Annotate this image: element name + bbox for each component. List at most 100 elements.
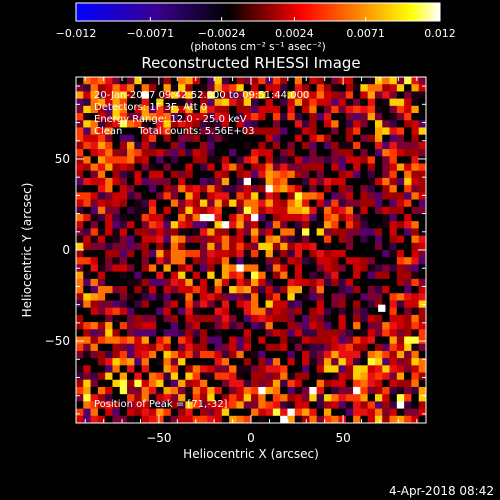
heatmap-cell	[309, 372, 318, 381]
heatmap-cell	[265, 401, 274, 409]
heatmap-cell	[229, 221, 237, 229]
heatmap-cell	[309, 415, 318, 423]
heatmap-cell	[90, 278, 99, 287]
heatmap-cell	[396, 242, 405, 251]
heatmap-cell	[112, 77, 121, 85]
heatmap-cell	[338, 213, 347, 222]
heatmap-cell	[127, 336, 135, 345]
heatmap-cell	[148, 185, 157, 193]
heatmap-cell	[185, 113, 194, 121]
heatmap-cell	[243, 113, 252, 121]
heatmap-cell	[148, 206, 157, 215]
heatmap-cell	[207, 379, 215, 388]
heatmap-cell	[404, 415, 412, 423]
heatmap-cell	[258, 329, 266, 337]
heatmap-cell	[367, 192, 376, 200]
heatmap-cell	[265, 264, 274, 273]
heatmap-cell	[338, 264, 347, 273]
heatmap-cell	[389, 77, 398, 85]
heatmap-cell	[418, 221, 426, 229]
heatmap-cell	[374, 293, 383, 301]
heatmap-cell	[302, 329, 310, 337]
heatmap-cell	[76, 314, 84, 323]
heatmap-cell	[374, 264, 383, 273]
heatmap-cell	[185, 250, 194, 258]
heatmap-cell	[345, 257, 354, 265]
heatmap-cell	[331, 84, 339, 92]
heatmap-cell	[76, 235, 84, 244]
heatmap-cell	[178, 401, 186, 409]
heatmap-cell	[411, 257, 420, 265]
heatmap-cell	[141, 415, 150, 423]
heatmap-cell	[382, 98, 390, 107]
heatmap-cell	[97, 77, 106, 85]
heatmap-cell	[367, 213, 376, 222]
heatmap-cell	[97, 343, 106, 352]
heatmap-cell	[360, 314, 369, 323]
heatmap-cell	[418, 84, 426, 92]
heatmap-cell	[411, 199, 420, 208]
heatmap-cell	[192, 235, 201, 244]
heatmap-cell	[83, 408, 91, 417]
heatmap-cell	[411, 343, 420, 352]
heatmap-cell	[374, 336, 383, 345]
heatmap-cell	[134, 221, 143, 229]
heatmap-cell	[287, 336, 296, 345]
heatmap-cell	[272, 156, 281, 164]
heatmap-cell	[76, 98, 84, 107]
heatmap-cell	[389, 228, 398, 236]
heatmap-cell	[360, 77, 369, 85]
heatmap-cell	[170, 264, 179, 273]
heatmap-cell	[229, 394, 237, 402]
heatmap-cell	[360, 286, 369, 294]
heatmap-cell	[265, 257, 274, 265]
heatmap-cell	[112, 163, 121, 172]
heatmap-cell	[214, 343, 223, 352]
heatmap-cell	[302, 394, 310, 402]
heatmap-cell	[309, 394, 318, 402]
heatmap-cell	[280, 134, 288, 143]
heatmap-cell	[105, 127, 113, 136]
heatmap-cell	[345, 221, 354, 229]
heatmap-cell	[309, 113, 318, 121]
heatmap-cell	[353, 221, 361, 229]
heatmap-cell	[156, 177, 164, 186]
colorbar-tick-label: 0.0024	[275, 27, 314, 40]
heatmap-cell	[76, 170, 84, 179]
heatmap-cell	[251, 242, 259, 251]
heatmap-cell	[134, 350, 143, 359]
heatmap-cell	[411, 170, 420, 179]
heatmap-cell	[199, 329, 208, 337]
heatmap-cell	[97, 170, 106, 179]
heatmap-cell	[229, 242, 237, 251]
heatmap-cell	[338, 350, 347, 359]
heatmap-cell	[331, 91, 339, 100]
heatmap-cell	[97, 206, 106, 215]
heatmap-cell	[236, 84, 245, 92]
heatmap-cell	[229, 314, 237, 323]
heatmap-cell	[192, 314, 201, 323]
heatmap-cell	[360, 250, 369, 258]
heatmap-cell	[119, 278, 128, 287]
heatmap-cell	[302, 242, 310, 251]
heatmap-cell	[156, 242, 164, 251]
heatmap-cell	[105, 343, 113, 352]
heatmap-cell	[374, 206, 383, 215]
heatmap-cell	[134, 213, 143, 222]
heatmap-cell	[396, 134, 405, 143]
heatmap-cell	[156, 163, 164, 172]
heatmap-cell	[229, 156, 237, 164]
heatmap-cell	[323, 250, 332, 258]
heatmap-cell	[316, 358, 325, 366]
heatmap-cell	[105, 84, 113, 92]
heatmap-cell	[338, 379, 347, 388]
heatmap-cell	[163, 235, 172, 244]
heatmap-cell	[207, 185, 215, 193]
heatmap-cell	[265, 242, 274, 251]
heatmap-cell	[367, 156, 376, 164]
heatmap-cell	[236, 286, 245, 294]
heatmap-cell	[236, 386, 245, 395]
heatmap-cell	[141, 141, 150, 150]
heatmap-cell	[221, 307, 230, 316]
heatmap-cell	[243, 221, 252, 229]
